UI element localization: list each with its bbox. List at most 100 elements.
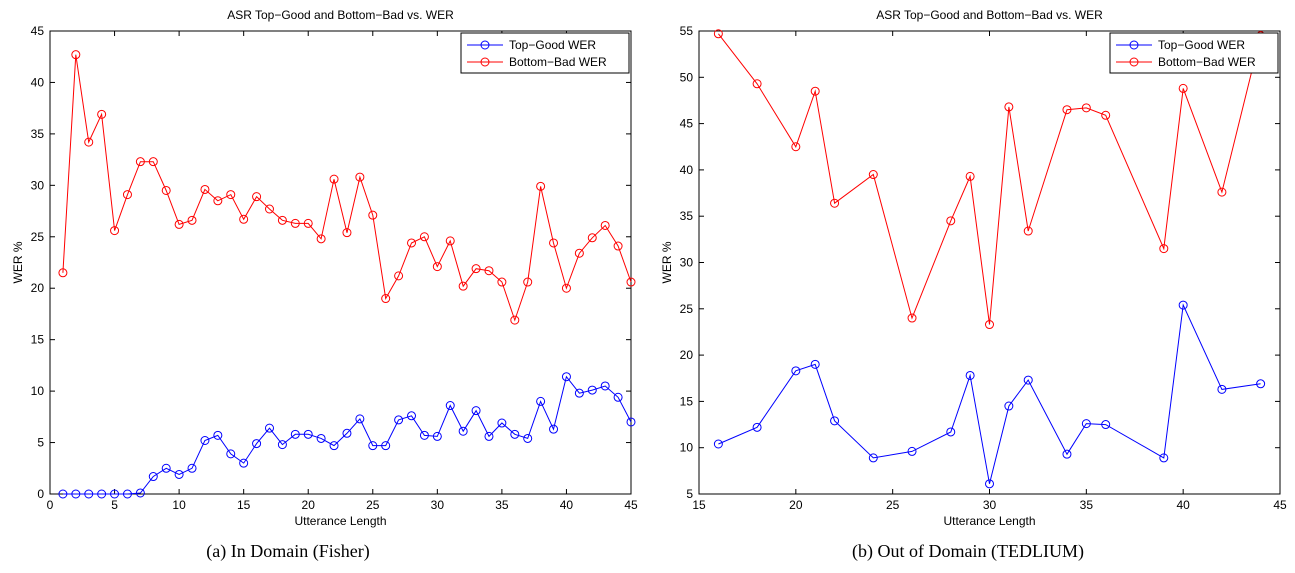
y-axis-label: WER %	[11, 241, 25, 283]
series-line	[62, 375, 632, 495]
data-point	[484, 431, 494, 441]
data-point	[97, 109, 107, 119]
data-point	[791, 142, 801, 152]
data-point	[458, 281, 468, 291]
data-point	[148, 157, 158, 167]
data-point	[226, 190, 236, 200]
data-point	[965, 370, 975, 380]
data-point	[303, 429, 313, 439]
series-top-good	[58, 372, 636, 499]
y-tick-label: 45	[31, 24, 45, 38]
x-tick-label: 20	[789, 498, 803, 512]
data-point	[574, 388, 584, 398]
data-point	[626, 417, 636, 427]
y-tick-label: 25	[31, 230, 45, 244]
data-point	[1023, 375, 1033, 385]
y-tick-label: 20	[680, 348, 694, 362]
data-point	[600, 220, 610, 230]
y-tick-label: 40	[31, 75, 45, 89]
data-point	[303, 218, 313, 228]
data-point	[161, 185, 171, 195]
x-tick-label: 15	[692, 498, 706, 512]
data-point	[419, 232, 429, 242]
chart-title: ASR Top−Good and Bottom−Bad vs. WER	[876, 8, 1103, 22]
data-point	[148, 472, 158, 482]
data-point	[497, 277, 507, 287]
data-point	[523, 433, 533, 443]
data-point	[587, 385, 597, 395]
data-point	[561, 283, 571, 293]
legend-label: Top−Good WER	[509, 38, 596, 52]
series-line	[718, 33, 1262, 325]
data-point	[965, 171, 975, 181]
data-point	[1178, 300, 1188, 310]
data-point	[1217, 187, 1227, 197]
data-point	[122, 190, 132, 200]
x-axis-label: Utterance Length	[943, 514, 1035, 528]
series-line	[62, 54, 632, 322]
data-point	[549, 424, 559, 434]
data-point	[1004, 102, 1014, 112]
data-point	[419, 430, 429, 440]
data-point	[84, 137, 94, 147]
y-tick-label: 15	[31, 333, 45, 347]
legend-box	[460, 32, 630, 74]
data-point	[97, 489, 107, 499]
data-point	[810, 359, 820, 369]
data-point	[71, 489, 81, 499]
data-point	[277, 215, 287, 225]
data-point	[445, 401, 455, 411]
data-point	[381, 294, 391, 304]
data-point	[329, 441, 339, 451]
legend-swatch-marker	[480, 40, 490, 50]
data-point	[985, 320, 994, 330]
data-point	[587, 233, 597, 243]
x-tick-label: 5	[111, 498, 118, 512]
y-tick-label: 0	[37, 487, 44, 501]
legend-box	[1109, 32, 1279, 74]
x-axis-label: Utterance Length	[294, 514, 386, 528]
data-point	[752, 422, 762, 432]
legend: Top−Good WER Bottom−Bad WER	[460, 32, 630, 74]
data-point	[985, 479, 994, 489]
data-point	[58, 268, 68, 278]
data-point	[71, 50, 81, 60]
data-point	[84, 489, 94, 499]
y-tick-label: 5	[37, 436, 44, 450]
data-point	[613, 392, 623, 402]
y-tick-label: 15	[680, 394, 694, 408]
data-point	[484, 266, 494, 276]
chart-title: ASR Top−Good and Bottom−Bad vs. WER	[227, 8, 454, 22]
x-tick-label: 40	[1176, 498, 1190, 512]
legend-swatch-marker	[1129, 57, 1139, 67]
legend-label: Bottom−Bad WER	[509, 55, 607, 69]
data-point	[561, 372, 571, 382]
data-point	[200, 184, 210, 194]
plot-frame-in-domain	[49, 30, 632, 495]
data-point	[161, 463, 171, 473]
data-point	[110, 226, 120, 236]
data-point	[316, 433, 326, 443]
x-tick-label: 30	[983, 498, 997, 512]
data-point	[264, 204, 274, 214]
legend-swatch-marker	[480, 57, 490, 67]
data-point	[355, 172, 365, 182]
data-point	[1023, 226, 1033, 236]
data-point	[445, 236, 455, 246]
data-point	[432, 262, 442, 272]
y-tick-label: 35	[680, 209, 694, 223]
data-point	[471, 406, 481, 416]
data-point	[213, 196, 223, 206]
data-point	[342, 228, 352, 238]
data-point	[791, 366, 801, 376]
data-point	[407, 238, 417, 248]
caption-out-of-domain: (b) Out of Domain (TEDLIUM)	[852, 541, 1084, 561]
data-point	[290, 218, 300, 228]
data-point	[110, 489, 120, 499]
x-tick-label: 25	[886, 498, 900, 512]
data-point	[713, 29, 723, 39]
data-point	[135, 157, 145, 167]
data-point	[342, 428, 352, 438]
series-line	[718, 303, 1261, 484]
data-point	[907, 313, 917, 323]
